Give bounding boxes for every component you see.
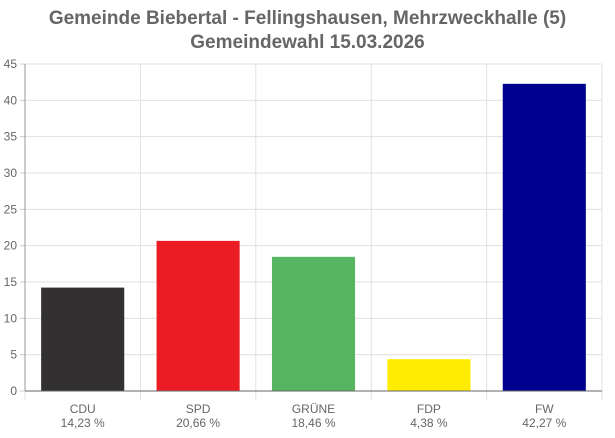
x-tick-label: GRÜNE	[292, 402, 335, 416]
bar-grüne	[271, 256, 356, 391]
bar-value-label: 18,46 %	[291, 416, 335, 430]
x-tick-label: FDP	[417, 402, 441, 416]
bar-fw	[502, 83, 586, 391]
bar-value-label: 20,66 %	[176, 416, 220, 430]
y-tick-label: 25	[4, 202, 18, 216]
y-tick-label: 15	[4, 275, 18, 289]
chart-title: Gemeinde Biebertal - Fellingshausen, Meh…	[48, 8, 567, 29]
bar-value-label: 42,27 %	[522, 416, 566, 430]
chart-subtitle: Gemeindewahl 15.03.2026	[190, 32, 425, 53]
y-tick-label: 45	[4, 57, 18, 71]
y-tick-label: 0	[10, 384, 17, 398]
bar-value-label: 4,38 %	[410, 416, 448, 430]
y-tick-label: 40	[4, 93, 18, 107]
y-tick-label: 35	[4, 130, 18, 144]
y-tick-label: 20	[4, 239, 18, 253]
bar-cdu	[41, 287, 125, 391]
x-tick-label: SPD	[186, 402, 211, 416]
y-tick-label: 5	[10, 348, 17, 362]
y-tick-label: 10	[4, 311, 18, 325]
bar-value-label: 14,23 %	[61, 416, 105, 430]
x-tick-label: FW	[535, 402, 554, 416]
x-tick-label: CDU	[70, 402, 96, 416]
bar-spd	[156, 240, 240, 391]
y-tick-label: 30	[4, 166, 18, 180]
bar-fdp	[387, 359, 471, 391]
